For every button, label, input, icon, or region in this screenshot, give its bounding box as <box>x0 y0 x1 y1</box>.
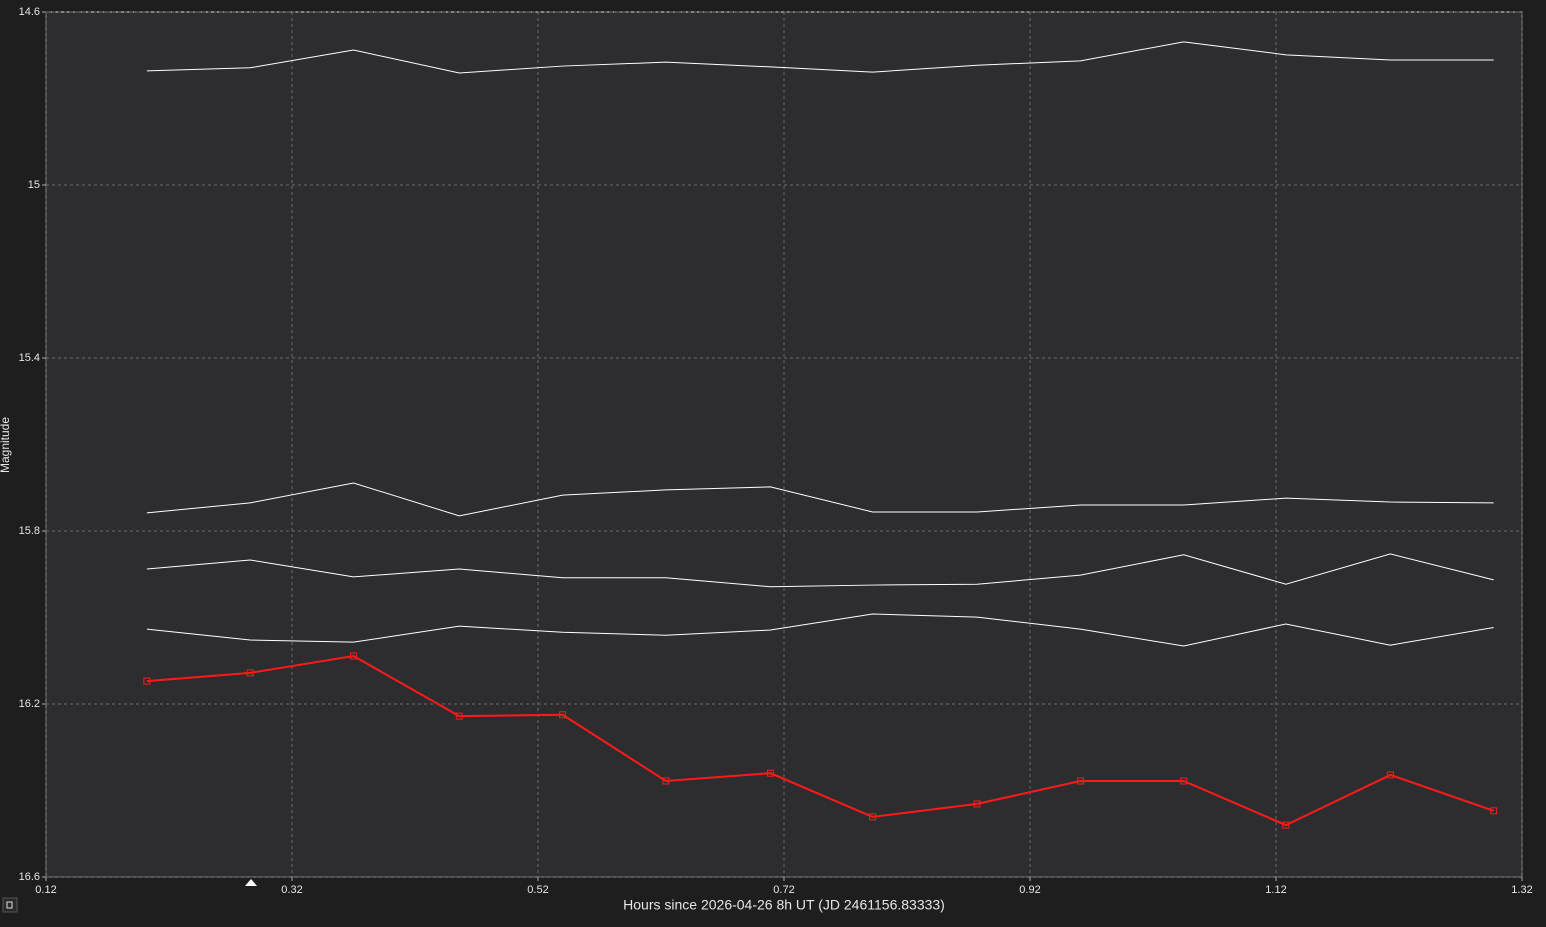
series-line <box>146 553 1494 588</box>
data-point <box>1282 821 1290 829</box>
data-point <box>559 711 567 719</box>
x-tick-label: 1.12 <box>1265 884 1286 896</box>
data-point <box>455 712 463 720</box>
data-point <box>246 669 254 677</box>
data-point <box>1076 777 1084 785</box>
y-axis-label: Magnitude <box>0 417 12 473</box>
data-point <box>1386 771 1394 779</box>
y-tick-label: 14.6 <box>19 6 40 18</box>
x-tick-label: 1.32 <box>1511 884 1532 896</box>
data-point <box>973 800 981 808</box>
data-point <box>766 769 774 777</box>
x-tick-label: 0.92 <box>1019 884 1040 896</box>
series-line <box>146 41 1494 74</box>
x-tick-label: 0.12 <box>35 884 56 896</box>
series-line <box>146 482 1494 517</box>
data-point <box>869 813 877 821</box>
data-point <box>1180 777 1188 785</box>
y-tick-label: 15.4 <box>19 352 40 364</box>
x-tick-label: 0.32 <box>281 884 302 896</box>
data-point <box>662 777 670 785</box>
x-axis-label: Hours since 2026-04-26 8h UT (JD 2461156… <box>623 897 945 913</box>
data-point <box>350 652 357 660</box>
y-tick-label: 15.8 <box>19 525 40 537</box>
cursor-marker[interactable] <box>245 879 257 886</box>
data-point <box>1490 807 1498 815</box>
button-icon <box>6 901 13 909</box>
series-line <box>146 613 1494 647</box>
data-point <box>143 677 151 685</box>
toolbar-button[interactable] <box>2 897 18 913</box>
y-tick-label: 15 <box>28 179 40 191</box>
y-tick-label: 16.2 <box>19 698 40 710</box>
series-line <box>146 654 1495 827</box>
y-tick-label: 16.6 <box>19 871 40 883</box>
x-tick-label: 0.72 <box>773 884 794 896</box>
x-tick-label: 0.52 <box>527 884 548 896</box>
